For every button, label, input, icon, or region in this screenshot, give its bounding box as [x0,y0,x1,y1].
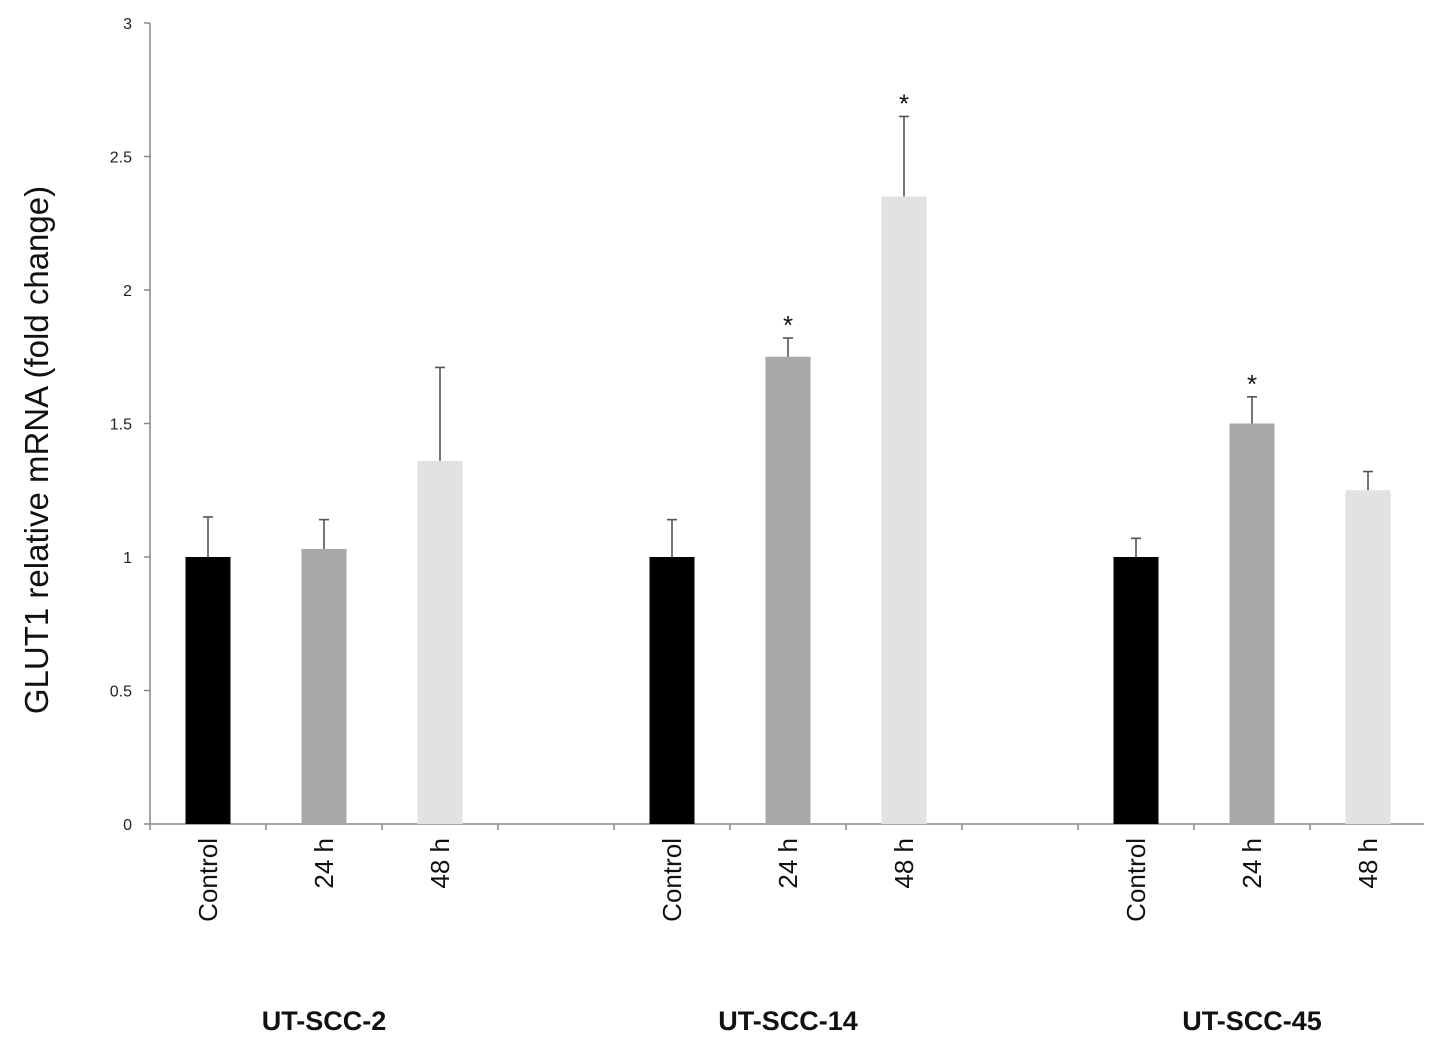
x-category-label: Control [1121,838,1151,922]
bar [881,196,927,825]
x-category-label: 48 h [1353,838,1383,889]
x-category-label: 24 h [773,838,803,889]
x-category-label: 24 h [1237,838,1267,889]
group-label: UT-SCC-45 [1182,1006,1322,1036]
significance-marker: * [783,310,793,340]
y-tick-label: 2.5 [110,150,132,167]
x-category-label: 24 h [309,838,339,889]
bar [1229,423,1275,824]
group-label: UT-SCC-2 [262,1006,387,1036]
y-tick-label: 0 [123,817,132,834]
bars-layer [185,115,1391,825]
y-tick-label: 3 [123,16,132,33]
y-tick-label: 0.5 [110,684,132,701]
y-tick-label: 1.5 [110,417,132,434]
y-tick-label: 1 [123,550,132,567]
group-label: UT-SCC-14 [718,1006,858,1036]
bar [1113,557,1159,824]
y-tick-label: 2 [123,283,132,300]
bar [185,557,231,824]
x-category-label: 48 h [425,838,455,889]
x-category-label: 48 h [889,838,919,889]
bar [301,548,347,824]
labels-layer: 0 0.5 1 1.5 2 2.5 3 Control 24 h 48 h UT-SCC-2 Cont… [110,16,1383,1036]
bar [1345,490,1391,824]
bar [649,557,695,824]
significance-marker: * [899,88,909,118]
bar [765,356,811,824]
y-axis-label: GLUT1 relative mRNA (fold change) [18,186,55,714]
bar [417,460,463,824]
x-category-label: Control [193,838,223,922]
x-category-label: Control [657,838,687,922]
significance-marker: * [1247,369,1257,399]
